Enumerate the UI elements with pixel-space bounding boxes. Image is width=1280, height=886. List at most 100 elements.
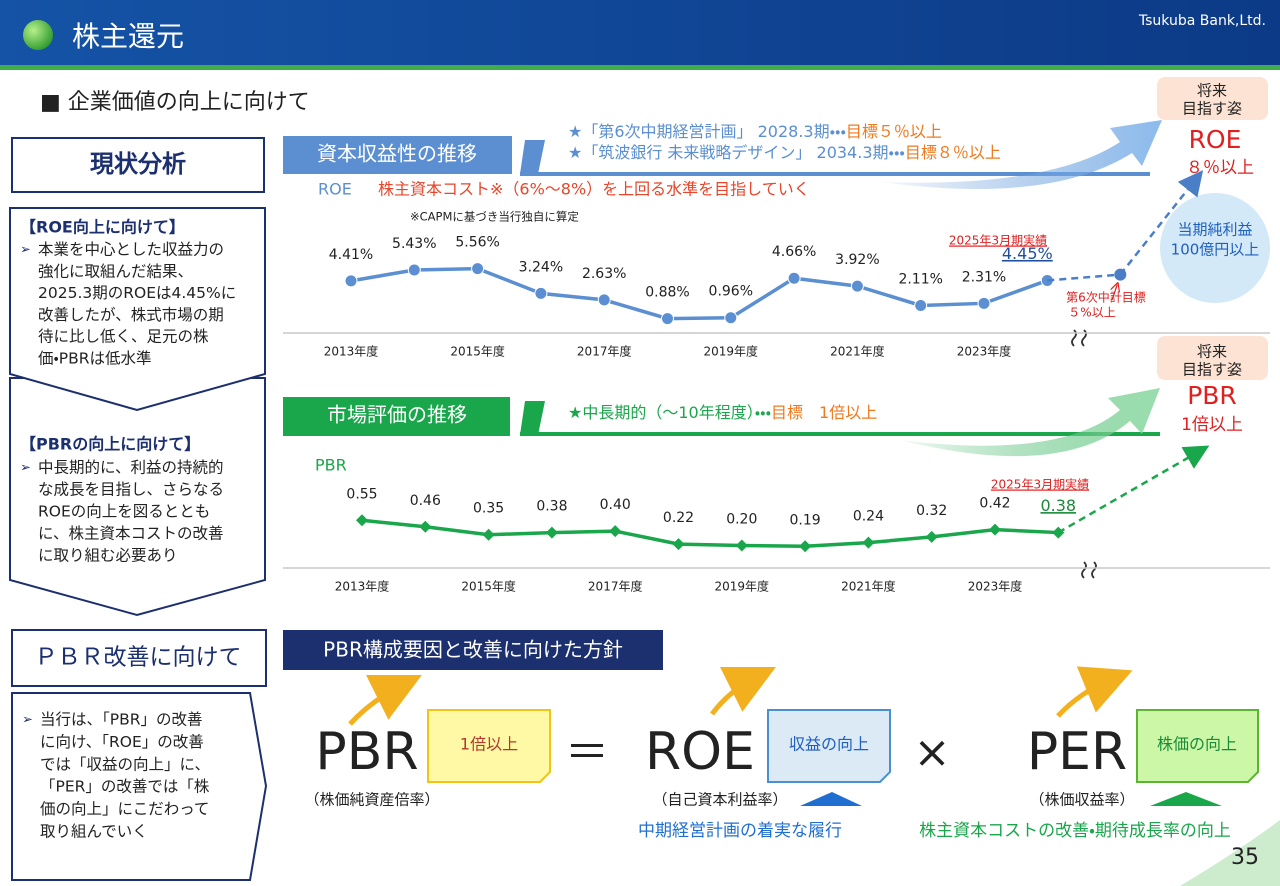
roe-box [9, 207, 266, 412]
target-label: ★「第6次中期経営計画」 2028.3期・・・ [568, 122, 846, 141]
triangle [1150, 792, 1222, 806]
tag-box [427, 709, 551, 783]
series-line [350, 266, 1048, 321]
point [799, 540, 812, 553]
data-label: 3.92% [835, 252, 879, 268]
target-text: ★中長期的（～10年程度）・・・目標 1倍以上 [568, 403, 877, 422]
term-name: PBR [315, 722, 418, 782]
data-label: 5.43% [392, 236, 436, 252]
point [609, 525, 622, 538]
point [597, 293, 611, 307]
formula-title-box [283, 630, 663, 670]
body-line: 「PER」の改善では「株 [40, 778, 210, 796]
data-label: 0.24 [853, 509, 884, 525]
body-line: な成長を目指し、さらなる [38, 481, 224, 499]
series-name: ROE [318, 180, 352, 199]
x-tick-label: 2017年度 [588, 580, 643, 594]
trend-dash [1119, 170, 1204, 276]
roe-rule [520, 172, 1150, 176]
tag-box [1136, 709, 1259, 783]
data-label: 4.66% [772, 244, 816, 260]
bullet: ➢ [20, 461, 31, 476]
data-label: 0.55 [346, 486, 377, 502]
point [925, 530, 938, 543]
footnote: ※CAPMに基づき当行独自に算定 [410, 210, 579, 224]
body-line: 改善したが、株式市場の期 [38, 306, 224, 324]
term-tag: 株価の向上 [1157, 735, 1237, 754]
data-label: 4.45% [1002, 244, 1053, 263]
future-heading: 目指す姿 [1182, 100, 1242, 118]
roe-accent [520, 140, 545, 174]
data-label: 2.11% [898, 271, 942, 287]
data-label: 0.35 [473, 501, 504, 517]
data-label: 0.42 [979, 496, 1010, 512]
point [545, 526, 558, 539]
roe-future-box [1157, 77, 1268, 120]
profit-circle [1160, 193, 1270, 303]
note: 株主資本コスト※（6%～8%）を上回る水準を目指していく [378, 180, 810, 199]
x-tick-label: 2019年度 [704, 345, 759, 359]
corner-decoration [1180, 820, 1280, 886]
data-label: 0.96% [709, 284, 753, 300]
x-tick-label: 2019年度 [715, 580, 770, 594]
x-tick-label: 2015年度 [450, 345, 505, 359]
point [534, 286, 548, 300]
x-tick-label: 2021年度 [830, 345, 885, 359]
body-line: 本業を中心とした収益力の [38, 241, 224, 259]
data-label: 0.38 [536, 499, 567, 515]
tag-box [767, 709, 891, 783]
chart-title: 市場評価の推移 [327, 403, 467, 427]
data-label: 0.40 [600, 497, 631, 513]
body-line: ROEの向上を図るととも [38, 503, 210, 521]
point [661, 312, 674, 326]
point [977, 296, 991, 310]
bullet: ➢ [22, 713, 33, 728]
trend-dash [1057, 445, 1210, 534]
term-desc: （株価純資産倍率） [304, 791, 439, 809]
company-name: Tsukuba Bank,Ltd. [1138, 13, 1266, 29]
improvement-title: ＰＢＲ改善に向けて [35, 645, 242, 671]
triangle [800, 792, 862, 806]
body-line: 取り組んでいく [40, 823, 148, 841]
point [471, 262, 485, 276]
x-tick-label: 2013年度 [324, 345, 379, 359]
term-name: ROE [645, 722, 755, 782]
operator: ＝ [565, 727, 609, 778]
point [787, 271, 801, 285]
point [344, 274, 358, 288]
point [724, 311, 738, 325]
future-heading: 将来 [1197, 343, 1227, 361]
point [850, 279, 864, 293]
x-tick-label: 2023年度 [957, 345, 1012, 359]
data-label: 0.46 [410, 493, 441, 509]
circle-text: 当期純利益 [1177, 221, 1252, 239]
target-text: ★「第6次中期経営計画」 2028.3期・・・目標５％以上 [568, 122, 942, 141]
analysis-title: 現状分析 [90, 150, 186, 178]
target-goal: 目標 1倍以上 [771, 403, 877, 422]
up-arrow [1056, 666, 1133, 718]
target-pointer [1112, 285, 1117, 301]
x-tick-label: 2021年度 [841, 580, 896, 594]
target-note: 第6次中計目標 [1066, 290, 1146, 305]
body-line: 価・PBRは低水準 [38, 350, 152, 368]
x-tick-label: 2023年度 [968, 580, 1023, 594]
improvement-title-box [11, 629, 267, 687]
pbr-swoosh [900, 388, 1160, 457]
point [735, 539, 748, 552]
body-line: では「収益の向上」に、 [40, 755, 210, 773]
data-label: 0.22 [663, 510, 694, 526]
body-line: 価の向上」にこだわって [40, 800, 209, 818]
section-title: ■ 企業価値の向上に向けて [40, 90, 310, 115]
term-tag: 収益の向上 [789, 735, 869, 754]
header-bar [0, 0, 1280, 65]
pbr-accent [520, 401, 545, 435]
point [989, 523, 1001, 536]
point [914, 298, 928, 312]
data-label: 0.88% [645, 285, 689, 301]
formula-title: PBR構成要因と改善に向けた方針 [323, 638, 623, 662]
axis-break [1081, 561, 1097, 579]
up-arrow [348, 675, 422, 726]
future-metric: PBR [1187, 381, 1237, 410]
body-line: に取り組む必要あり [38, 547, 178, 565]
